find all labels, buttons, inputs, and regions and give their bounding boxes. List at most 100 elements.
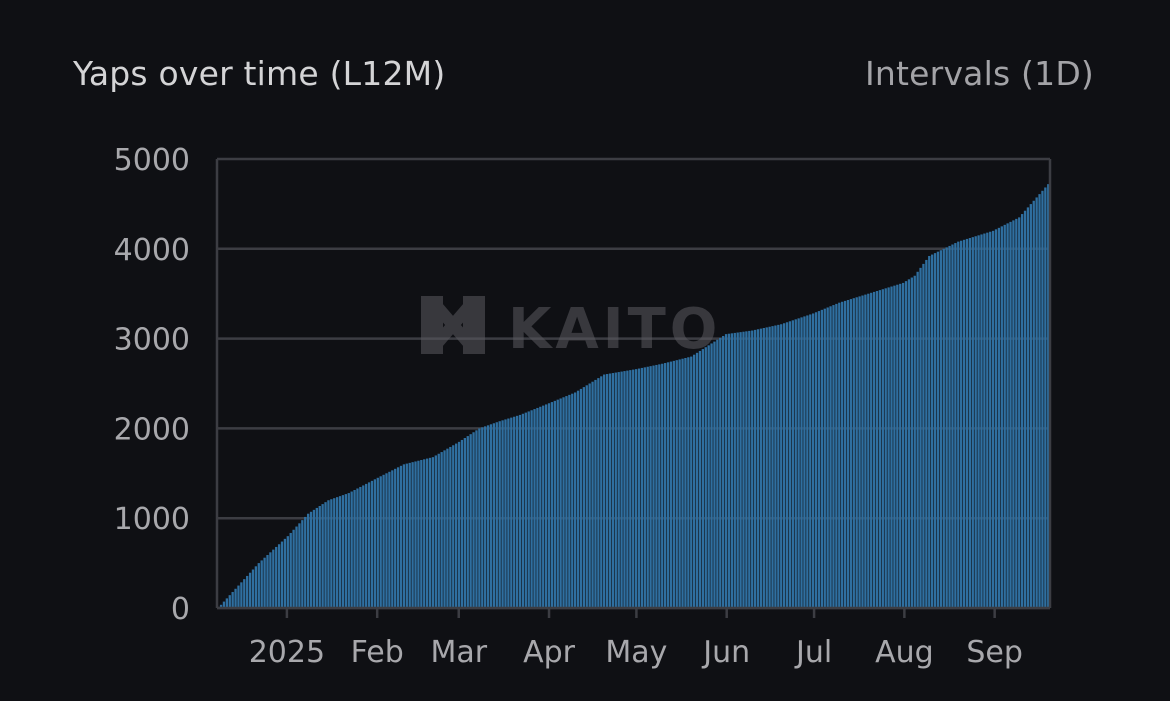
bar	[336, 497, 339, 608]
bar	[1012, 220, 1015, 609]
bar	[759, 328, 763, 608]
bar	[562, 397, 565, 608]
bar	[344, 494, 348, 608]
bar	[678, 359, 681, 608]
bar	[690, 356, 693, 608]
bar	[600, 376, 603, 608]
bar	[588, 383, 591, 608]
bar	[765, 327, 768, 609]
bar	[962, 239, 966, 608]
interval-selector[interactable]: Intervals (1D)	[864, 54, 1094, 93]
bar	[408, 462, 411, 608]
plot-frame	[215, 159, 1052, 610]
bar	[928, 255, 931, 609]
bar	[425, 458, 429, 608]
bar	[263, 557, 266, 608]
bar	[838, 302, 841, 608]
bar	[841, 301, 844, 608]
bar	[663, 363, 667, 608]
bar	[948, 245, 951, 608]
bar	[858, 296, 861, 608]
bar	[939, 250, 943, 609]
bar	[1029, 204, 1032, 608]
x-tick-label: Feb	[351, 635, 404, 670]
bar	[486, 425, 490, 608]
bar	[626, 370, 629, 608]
bar	[652, 365, 655, 608]
bar	[269, 552, 272, 608]
bar	[536, 407, 539, 608]
bar	[515, 415, 519, 608]
bar	[365, 483, 368, 608]
bar	[649, 366, 652, 608]
bar	[780, 324, 783, 608]
bar	[974, 236, 977, 609]
bar	[396, 467, 400, 608]
bar	[466, 436, 469, 608]
bar	[521, 413, 525, 608]
bar	[414, 461, 417, 608]
y-tick-label: 0	[171, 592, 190, 627]
bar	[887, 287, 890, 608]
bar	[330, 499, 333, 608]
bar	[585, 385, 588, 608]
bar	[788, 321, 792, 608]
bar	[756, 329, 760, 608]
bar	[431, 457, 435, 608]
bar	[550, 402, 554, 608]
bar	[693, 354, 696, 608]
bar	[646, 366, 649, 608]
bar	[782, 323, 786, 608]
bar	[391, 470, 394, 608]
bar	[727, 333, 731, 608]
x-axis: 2025 Feb Mar Apr May Jun Jul Aug Sep	[249, 608, 1023, 670]
bar	[989, 231, 992, 609]
bar	[484, 426, 487, 608]
bar	[910, 277, 913, 608]
bar	[530, 410, 533, 608]
bar	[382, 474, 385, 608]
bar	[872, 291, 876, 608]
bar	[614, 372, 617, 608]
bar	[301, 520, 304, 608]
bar	[922, 263, 925, 608]
bar	[338, 496, 342, 608]
bar	[524, 412, 527, 608]
bar	[716, 339, 719, 608]
bar	[1020, 214, 1024, 609]
bar	[495, 422, 498, 608]
y-tick-label: 5000	[114, 143, 190, 178]
bar	[774, 325, 777, 608]
bar	[556, 399, 559, 608]
bar	[951, 244, 954, 609]
bar	[739, 332, 742, 608]
y-tick-label: 4000	[114, 233, 190, 268]
y-tick-label: 1000	[114, 502, 190, 537]
bar	[919, 267, 922, 608]
bar	[533, 409, 536, 608]
bar	[817, 311, 821, 608]
bar	[411, 462, 414, 608]
bar	[362, 485, 365, 608]
x-tick-label: Sep	[966, 635, 1023, 670]
bar	[980, 234, 983, 608]
x-tick-label: 2025	[249, 635, 325, 670]
bar	[983, 233, 986, 608]
bar	[777, 324, 780, 608]
bar	[1041, 190, 1044, 609]
bar	[437, 453, 440, 608]
bar	[341, 495, 345, 608]
bar	[971, 237, 974, 608]
bar	[240, 582, 243, 608]
bar	[896, 284, 899, 608]
bar	[248, 572, 252, 608]
bar	[457, 441, 461, 608]
bar	[376, 477, 379, 608]
bars	[219, 184, 1050, 609]
bar	[405, 463, 408, 608]
bar	[544, 404, 548, 608]
bar	[327, 500, 330, 608]
bar	[553, 400, 556, 608]
bar	[855, 297, 858, 608]
bar	[1035, 197, 1038, 608]
